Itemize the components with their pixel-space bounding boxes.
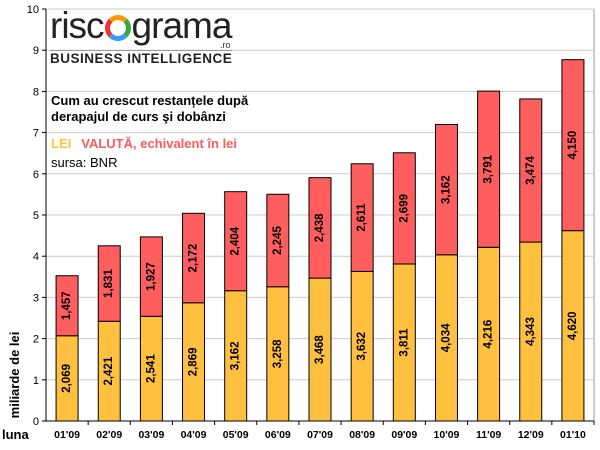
data-label-lei: 2,421 [103, 356, 115, 385]
data-label-lei: 4,034 [440, 323, 452, 352]
data-label-valuta: 4,150 [567, 131, 579, 160]
data-label-lei: 4,343 [525, 317, 537, 346]
bar-valuta [519, 98, 543, 243]
legend-lei: LEI [51, 136, 72, 151]
x-tick-label: 02'09 [96, 429, 122, 441]
logo-name-right: grama [131, 5, 233, 46]
x-tick-label: 08'09 [349, 429, 375, 441]
caption-line-2: derapajul de curs şi dobânzi [51, 109, 226, 124]
data-label-valuta: 2,172 [188, 244, 200, 273]
y-tick-label: 4 [33, 251, 39, 263]
caption-line-1: Cum au crescut restanțele după [51, 93, 249, 108]
logo-tagline: BUSINESS INTELLIGENCE [50, 50, 233, 66]
data-label-lei: 2,069 [61, 364, 73, 393]
chart-caption: Cum au crescut restanțele după derapajul… [51, 93, 271, 125]
bar-valuta [477, 90, 501, 248]
y-tick-label: 10 [27, 4, 39, 16]
bar-valuta [434, 124, 458, 256]
bar-valuta [392, 152, 416, 265]
legend-valuta: VALUTĂ, echivalent în lei [81, 136, 238, 151]
data-label-valuta: 2,699 [398, 194, 410, 223]
logo-ring-icon [104, 15, 131, 41]
bar-valuta [224, 191, 248, 292]
data-label-valuta: 1,927 [145, 262, 157, 291]
data-label-lei: 2,541 [145, 354, 157, 383]
data-label-lei: 3,632 [356, 332, 368, 361]
data-label-valuta: 1,831 [103, 269, 115, 298]
x-tick-label: 12'09 [518, 429, 544, 441]
data-label-lei: 2,869 [188, 348, 200, 377]
x-tick-label: 04'09 [181, 429, 207, 441]
bar-valuta [266, 193, 290, 288]
x-tick-label: 01'09 [54, 429, 80, 441]
x-tick-label: 11'09 [476, 429, 501, 441]
x-axis-title: luna [2, 427, 29, 442]
bar-valuta [561, 59, 585, 232]
y-tick-label: 8 [33, 86, 39, 98]
y-tick-label: 0 [33, 416, 39, 428]
y-tick-label: 5 [33, 210, 39, 222]
data-label-valuta: 3,474 [525, 156, 537, 185]
y-tick-label: 3 [33, 292, 39, 304]
riscograma-logo: risc grama .ro BUSINESS INTELLIGENCE [50, 6, 250, 68]
data-label-lei: 3,258 [272, 339, 284, 368]
x-tick-label: 03'09 [138, 429, 164, 441]
logo-name-left: risc [50, 5, 105, 46]
y-tick-label: 7 [33, 128, 39, 140]
data-label-valuta: 3,791 [483, 154, 495, 183]
bar-valuta [350, 163, 374, 272]
x-tick-label: 05'09 [223, 429, 249, 441]
data-label-lei: 3,811 [398, 328, 410, 357]
data-label-lei: 4,620 [567, 311, 579, 340]
bar-valuta [308, 177, 332, 279]
y-tick-label: 9 [33, 45, 39, 57]
bar-valuta [97, 245, 121, 322]
source-note: sursa: BNR [51, 155, 118, 170]
data-label-valuta: 2,404 [230, 226, 242, 255]
y-tick-label: 2 [33, 334, 39, 346]
data-label-lei: 3,468 [314, 335, 326, 364]
bar-valuta [55, 275, 79, 337]
data-label-valuta: 2,245 [272, 226, 284, 255]
y-tick-label: 1 [33, 375, 39, 387]
bar-valuta [182, 212, 206, 304]
legend: LEI VALUTĂ, echivalent în lei [51, 136, 237, 151]
x-tick-label: 10'09 [434, 429, 460, 441]
logo-wordmark: risc grama [50, 6, 250, 46]
y-tick-label: 6 [33, 169, 39, 181]
data-label-lei: 3,162 [230, 341, 242, 370]
data-label-valuta: 2,611 [356, 203, 368, 232]
data-label-valuta: 3,162 [440, 175, 452, 204]
x-tick-label: 07'09 [307, 429, 333, 441]
data-label-lei: 4,216 [483, 320, 495, 349]
logo-tld: .ro [220, 40, 231, 50]
x-tick-label: 09'09 [391, 429, 417, 441]
bar-valuta [139, 236, 163, 317]
x-tick-label: 06'09 [265, 429, 291, 441]
data-label-valuta: 2,438 [314, 213, 326, 242]
y-axis-title: miliarde de lei [7, 332, 22, 419]
x-tick-label: 01'10 [560, 429, 586, 441]
data-label-valuta: 1,457 [61, 291, 73, 320]
